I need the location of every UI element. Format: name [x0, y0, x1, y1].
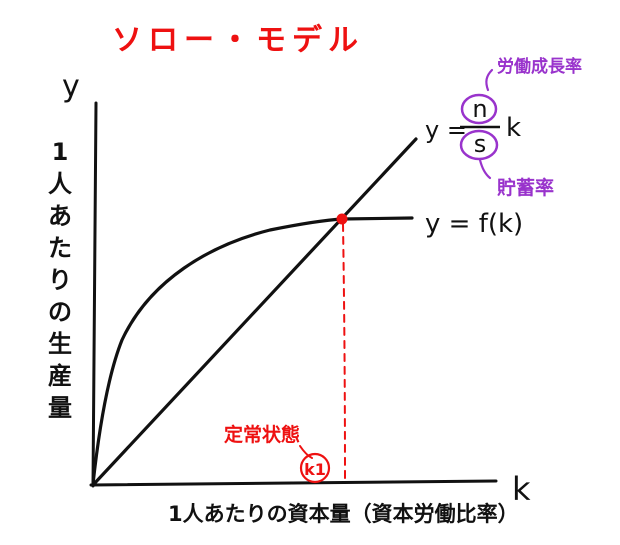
production-curve-label: y = f(k)	[425, 209, 523, 239]
numerator-connector	[485, 68, 494, 92]
steady-state-value-circle	[299, 452, 331, 484]
y-label-char: た	[48, 234, 72, 262]
x-axis-symbol: k	[512, 470, 531, 508]
y-label-char: 量	[48, 394, 72, 422]
diagram-title: ソロー・モデル	[112, 23, 364, 58]
breakeven-line	[91, 137, 418, 487]
denominator-connector	[478, 158, 492, 180]
steady-state-point	[336, 213, 348, 225]
y-label-char: 生	[48, 330, 72, 358]
fraction-denominator: s	[474, 130, 487, 158]
steady-state-connector	[299, 445, 313, 459]
y-label-char: 人	[48, 170, 72, 198]
production-curve	[91, 216, 414, 486]
y-label-char: 1	[52, 138, 69, 166]
breakeven-label-suffix: k	[506, 113, 521, 143]
y-axis-label: 1 人 あ た り の 生 産 量	[48, 138, 72, 422]
y-axis-symbol: y	[62, 69, 80, 104]
breakeven-label-prefix: y =	[425, 116, 467, 144]
x-axis-label: 1人あたりの資本量（資本労働比率）	[168, 502, 519, 526]
steady-state-value: k1	[304, 460, 326, 479]
breakeven-line-label: y = n s k	[425, 95, 521, 158]
y-label-char: あ	[48, 202, 72, 230]
savings-rate-note: 貯蓄率	[497, 176, 554, 199]
labor-growth-note: 労働成長率	[497, 56, 582, 77]
denominator-circle	[459, 129, 499, 161]
steady-state-label: 定常状態	[224, 423, 300, 446]
steady-state-drop-line	[342, 223, 346, 483]
numerator-circle	[460, 93, 498, 125]
y-label-char: の	[48, 298, 72, 326]
y-label-char: 産	[48, 362, 72, 390]
y-axis	[91, 101, 98, 488]
fraction-numerator: n	[472, 95, 487, 123]
x-axis	[89, 479, 498, 487]
y-label-char: り	[48, 266, 72, 294]
